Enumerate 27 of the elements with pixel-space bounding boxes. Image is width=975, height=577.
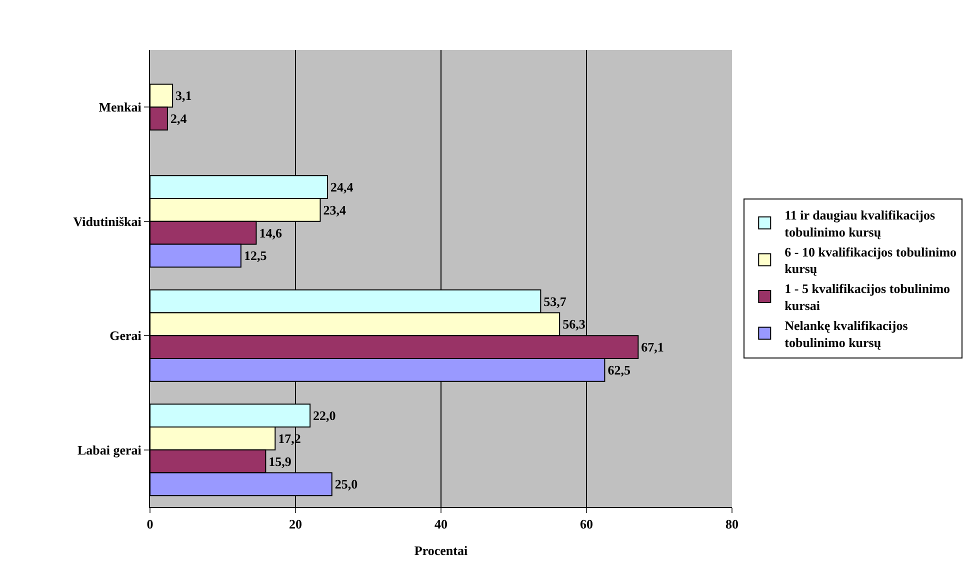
- x-tick-label: 20: [289, 516, 302, 532]
- data-label: 62,5: [608, 362, 631, 378]
- y-tick-label: Vidutiniškai: [73, 214, 142, 229]
- y-tick-label: Menkai: [98, 100, 142, 115]
- y-tick-label: Gerai: [110, 328, 142, 344]
- data-label: 56,3: [562, 316, 586, 332]
- data-label: 12,5: [244, 248, 268, 264]
- data-label: 67,1: [641, 340, 664, 355]
- x-tick-label: 60: [580, 516, 593, 532]
- data-label: 22,0: [313, 408, 336, 424]
- data-label: 15,9: [268, 454, 292, 469]
- y-tick-label: Labai gerai: [77, 442, 142, 458]
- data-label: 14,6: [259, 225, 282, 240]
- data-label: 25,0: [334, 476, 358, 492]
- legend-label: 11 ir daugiau kvalifikacijos tobulinimo kursų: [784, 208, 936, 240]
- data-label: 53,7: [544, 294, 567, 309]
- x-tick-label: 80: [726, 516, 738, 532]
- data-label: 2,4: [170, 111, 188, 126]
- data-label: 23,4: [323, 202, 346, 218]
- legend-label: 1 - 5 kvalifikacijos tobulinimo kursai: [784, 281, 950, 314]
- data-label: 3,1: [176, 88, 192, 104]
- legend-label: 6 - 10 kvalifikacijos tobulinimo kursų: [784, 244, 957, 276]
- x-axis-title: Procentai: [414, 543, 468, 558]
- data-label: 24,4: [330, 180, 354, 195]
- x-tick-label: 40: [434, 516, 448, 532]
- legend-label: Nelankę kvalifikacijos tobulinimo kursų: [784, 318, 908, 350]
- x-tick-label: 0: [146, 516, 154, 532]
